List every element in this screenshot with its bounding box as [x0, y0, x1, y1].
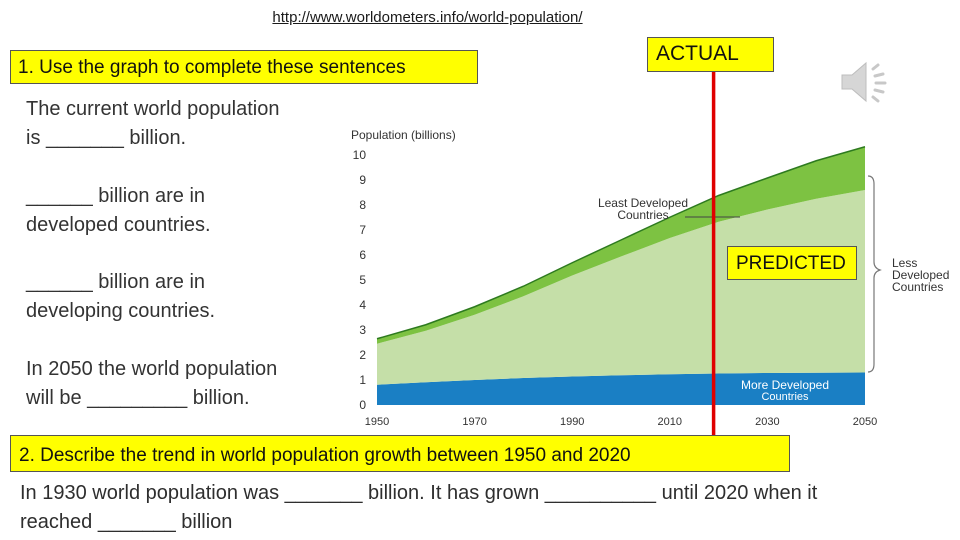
sentence-line: ______ billion are in — [26, 271, 206, 293]
y-tick-label: 6 — [359, 248, 366, 262]
y-tick-label: 5 — [359, 273, 366, 287]
predicted-label-box: PREDICTED — [727, 246, 857, 280]
actual-label-box: ACTUAL — [647, 37, 774, 72]
sentence-current-population: The current world population is _______ … — [26, 95, 279, 153]
area-least-developed-countries — [377, 146, 865, 344]
sentence-developed: ______ billion are in developed countrie… — [26, 182, 211, 240]
question-2-box: 2. Describe the trend in world populatio… — [10, 435, 790, 472]
predicted-label: PREDICTED — [736, 253, 846, 274]
speaker-icon[interactable] — [836, 55, 892, 109]
bottom-line: reached _______ billion — [20, 511, 233, 533]
total-population-line — [376, 146, 866, 340]
source-url-link[interactable]: http://www.worldometers.info/world-popul… — [272, 9, 583, 26]
y-axis-label: Population (billions) — [351, 128, 456, 142]
x-tick-label: 1970 — [462, 416, 486, 428]
x-tick-label: 2030 — [755, 416, 779, 428]
bottom-sentence: In 1930 world population was _______ bil… — [20, 479, 817, 537]
sentence-developing: ______ billion are in developing countri… — [26, 268, 215, 326]
sentence-line: is _______ billion. — [26, 127, 187, 149]
y-tick-label: 9 — [359, 173, 366, 187]
x-tick-label: 2010 — [658, 416, 682, 428]
x-tick-label: 2050 — [853, 416, 877, 428]
sentence-line: will be _________ billion. — [26, 387, 250, 409]
actual-label: ACTUAL — [656, 42, 739, 65]
sentence-2050: In 2050 the world population will be ___… — [26, 355, 277, 413]
x-tick-label: 1990 — [560, 416, 584, 428]
y-tick-label: 7 — [359, 223, 366, 237]
annotation-less-developed: Countries — [892, 280, 943, 294]
y-tick-label: 10 — [353, 148, 367, 162]
question-1-box: 1. Use the graph to complete these sente… — [10, 50, 478, 84]
annotation-less-developed: Less — [892, 256, 917, 270]
y-tick-label: 3 — [359, 323, 366, 337]
sentence-line: developed countries. — [26, 214, 211, 236]
sentence-line: In 2050 the world population — [26, 358, 278, 380]
y-tick-label: 8 — [359, 198, 366, 212]
annotation-least-developed: Least Developed — [598, 196, 688, 210]
sentence-line: The current world population — [26, 98, 280, 120]
annotation-more-developed: More Developed — [741, 378, 829, 392]
question-1-text: 1. Use the graph to complete these sente… — [18, 57, 406, 78]
sentence-line: ______ billion are in — [26, 185, 206, 207]
y-tick-label: 4 — [359, 298, 366, 312]
y-tick-label: 2 — [359, 348, 366, 362]
less-developed-bracket — [867, 175, 882, 373]
annotation-more-developed: Countries — [761, 391, 809, 403]
sentence-line: developing countries. — [26, 300, 216, 322]
area-more-developed-countries — [377, 372, 865, 405]
y-tick-label: 1 — [359, 373, 366, 387]
question-2-text: 2. Describe the trend in world populatio… — [19, 445, 631, 466]
annotation-least-developed: Countries — [617, 208, 668, 222]
y-tick-label: 0 — [359, 398, 366, 412]
x-tick-label: 1950 — [365, 416, 389, 428]
area-less-developed-countries — [377, 190, 865, 385]
bottom-line: In 1930 world population was _______ bil… — [20, 482, 818, 504]
annotation-less-developed: Developed — [892, 268, 949, 282]
